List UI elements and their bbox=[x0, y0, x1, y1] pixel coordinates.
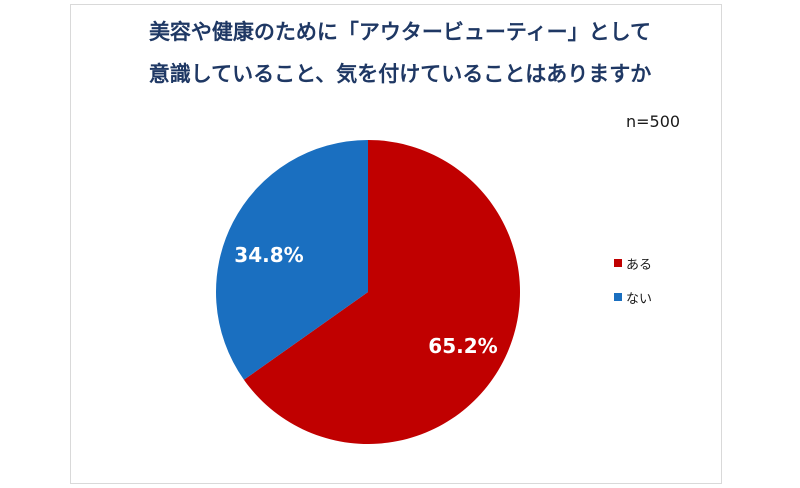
chart-title-line-2: 意識していること、気を付けていることはありますか bbox=[148, 62, 652, 86]
chart-title-line-1: 美容や健康のために「アウタービューティー」として bbox=[148, 20, 652, 44]
legend-label-nai: ない bbox=[626, 291, 653, 307]
pie-slice-nai bbox=[216, 140, 368, 380]
slice-label-aru: 65.2% bbox=[428, 334, 497, 358]
legend-swatch-nai bbox=[614, 293, 622, 301]
legend-item-nai: ない bbox=[614, 288, 653, 307]
sample-size-note: n=500 bbox=[626, 112, 681, 131]
legend-swatch-aru bbox=[614, 259, 622, 267]
chart-legend: ある ない bbox=[614, 254, 652, 322]
pie-slice-aru bbox=[243, 140, 520, 445]
legend-item-aru: ある bbox=[614, 254, 653, 273]
slice-label-nai: 34.8% bbox=[234, 243, 303, 267]
legend-label-aru: ある bbox=[626, 257, 653, 273]
